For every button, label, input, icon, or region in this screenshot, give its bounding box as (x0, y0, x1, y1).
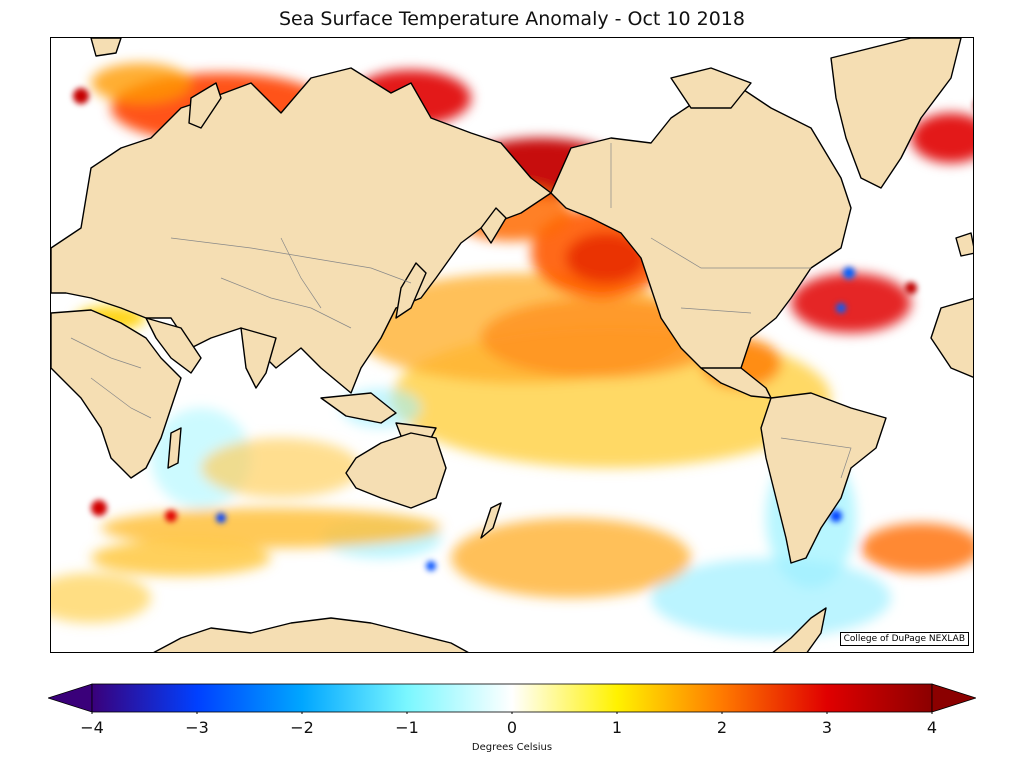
map-title: Sea Surface Temperature Anomaly - Oct 10… (279, 8, 745, 30)
colorbar-tick-marks (91, 712, 933, 714)
anomaly-map: College of DuPage NEXLAB (50, 37, 974, 653)
colorbar-tick-label: −1 (395, 718, 419, 737)
map-canvas (51, 38, 973, 652)
colorbar-min-extend (48, 683, 93, 713)
colorbar-scale (91, 683, 933, 713)
west-africa-land (930, 297, 973, 378)
new-zealand-land (480, 502, 502, 539)
colorbar-max-extend (931, 683, 976, 713)
kamchatka-land (480, 207, 507, 244)
madagascar-land (167, 427, 182, 469)
africa-land (51, 309, 182, 479)
colorbar-tick-label: −3 (185, 718, 209, 737)
australia-land (345, 432, 447, 509)
novaya-zemlya-land (188, 82, 222, 129)
arabia-land (145, 317, 202, 374)
land-masses (51, 38, 973, 652)
svalbard-land (90, 38, 122, 57)
north-america-land (550, 87, 852, 384)
canadian-arctic-islands-land (670, 67, 752, 109)
colorbar-tick-label: −4 (80, 718, 104, 737)
antarctica-peninsula-land (772, 607, 827, 652)
colorbar-tick-label: 2 (716, 718, 728, 737)
anomaly-hotspots (73, 88, 917, 571)
colorbar-tick-label: 3 (821, 718, 833, 737)
india-land (240, 327, 277, 389)
political-borders (70, 143, 852, 479)
colorbar-tick-label: 4 (926, 718, 938, 737)
colorbar-units-label: Degrees Celsius (471, 742, 553, 753)
antarctica-land (153, 617, 469, 652)
credit-label: College of DuPage NEXLAB (839, 632, 969, 646)
south-america-land (760, 392, 887, 564)
colorbar-graphic (48, 683, 976, 714)
iceland-land (955, 232, 973, 257)
colorbar-tick-label: 1 (611, 718, 623, 737)
maritime-se-asia-land (320, 392, 397, 424)
japan-land (395, 262, 427, 319)
greenland-land (830, 38, 962, 189)
colorbar-tick-label: −2 (290, 718, 314, 737)
colorbar-tick-label: 0 (506, 718, 518, 737)
colorbar (48, 682, 976, 714)
